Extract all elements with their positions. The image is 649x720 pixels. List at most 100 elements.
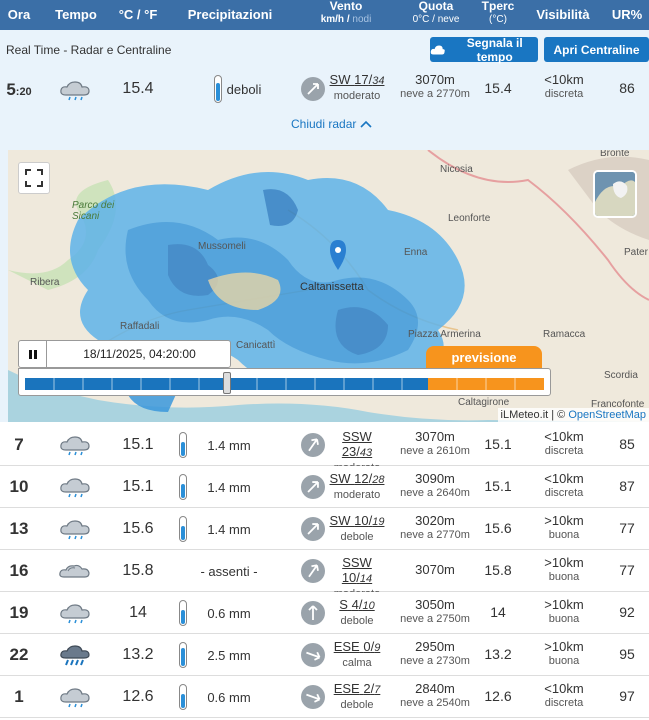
col-vento: Vento km/h / nodi: [300, 0, 392, 26]
wind-arrow-icon: [301, 559, 325, 583]
radar-playback-control: 18/11/2025, 04:20:00: [18, 340, 231, 368]
col-visibilita: Visibilità: [536, 7, 590, 22]
col-tperc: Tperc (°C): [474, 0, 522, 26]
fullscreen-button[interactable]: [18, 162, 50, 194]
row-quota-value: 2950m: [415, 639, 455, 654]
row-quota-value: 3020m: [415, 513, 455, 528]
realtime-quota: 3070m neve a 2770m: [397, 72, 473, 102]
label-canicatti: Canicattì: [236, 340, 276, 351]
realtime-neve: neve a 2770m: [400, 88, 470, 100]
table-row[interactable]: 22 13.2 2.5 mm ESE 0/9 calma 2950m neve a 2730…: [0, 634, 649, 676]
label-caltanissetta: Caltanissetta: [300, 281, 364, 293]
row-hour: 19: [9, 603, 29, 622]
row-precip: 1.4 mm: [207, 522, 251, 537]
row-wind-desc: calma: [342, 657, 372, 669]
satellite-layer-button[interactable]: [593, 170, 637, 218]
realtime-wind-speed: SW 17/34: [329, 72, 385, 87]
thermometer-icon: [179, 516, 187, 542]
thermometer-icon: [179, 684, 187, 710]
row-wind-knots: 19: [372, 516, 385, 528]
row-vis: <10km discreta: [533, 429, 595, 459]
row-wind-kmh: 10: [341, 570, 357, 585]
row-wind-speed: SW 10/19: [329, 513, 385, 528]
row-precip: 0.6 mm: [207, 606, 251, 621]
row-quota: 2840m neve a 2540m: [397, 681, 473, 711]
openstreetmap-link[interactable]: OpenStreetMap: [568, 409, 646, 421]
row-hour: 13: [9, 519, 29, 538]
row-temp: 14: [129, 604, 147, 621]
row-temp: 15.6: [122, 520, 154, 537]
row-vis-value: >10km: [544, 639, 584, 654]
row-precip: 0.6 mm: [207, 690, 251, 705]
row-wind-desc: debole: [340, 615, 374, 627]
row-wind-kmh: 2: [363, 681, 371, 696]
row-neve: neve a 2730m: [400, 655, 470, 667]
row-wind-kmh: 0: [363, 639, 371, 654]
row-wind-kmh: 23: [341, 444, 357, 459]
label-raffadali: Raffadali: [120, 321, 160, 332]
table-row[interactable]: 13 15.6 1.4 mm SW 10/19 debole 3020m neve a 27…: [0, 508, 649, 550]
wind-arrow-icon: [301, 685, 325, 709]
row-wind-speed: ESE 0/9: [333, 639, 381, 654]
row-hour: 7: [14, 435, 24, 454]
label-francofonte: Francofonte: [591, 399, 645, 410]
realtime-tperc: 15.4: [484, 80, 512, 96]
row-vis-desc: buona: [548, 571, 580, 583]
row-wind-knots: 9: [374, 642, 381, 654]
pause-button[interactable]: [19, 341, 47, 367]
chiudi-radar-link[interactable]: Chiudi radar: [291, 117, 372, 131]
thermometer-icon: [179, 432, 187, 458]
cloud-rain-icon: [60, 520, 90, 540]
row-quota: 3090m neve a 2640m: [397, 471, 473, 501]
label-mussomeli: Mussomeli: [198, 241, 246, 252]
label-leonforte: Leonforte: [448, 213, 491, 224]
wind-arrow-icon: [301, 433, 325, 457]
wind-arrow-icon: [301, 77, 325, 101]
cloud-rain-icon: [60, 688, 90, 708]
col-ora: Ora: [7, 7, 31, 22]
row-vis-desc: buona: [548, 613, 580, 625]
segnala-tempo-button[interactable]: Segnala il tempo: [430, 36, 538, 64]
row-tperc: 13.2: [484, 646, 512, 662]
radar-timeline[interactable]: [18, 368, 551, 396]
label-ramacca: Ramacca: [543, 329, 586, 340]
row-wind-kmh: 4: [351, 597, 359, 612]
realtime-title: Real Time - Radar e Centraline: [6, 43, 172, 57]
row-wind-desc: debole: [340, 531, 374, 543]
pause-icon: [29, 350, 37, 359]
realtime-hour-value: 5: [6, 80, 16, 99]
apri-centraline-button[interactable]: Apri Centraline: [544, 37, 649, 62]
row-quota-value: 3050m: [415, 597, 455, 612]
heavy-rain-icon: [60, 645, 90, 666]
radar-map[interactable]: Nicosia Bronte Parco dei Sicani Mussomel…: [8, 150, 649, 422]
row-hour: 10: [9, 477, 29, 496]
previsione-tab[interactable]: previsione: [426, 346, 542, 368]
col-quota: Quota 0°C / neve: [398, 0, 474, 26]
chevron-up-icon: [360, 120, 372, 128]
row-wind-desc: moderato: [333, 489, 381, 501]
thermometer-icon: [179, 474, 187, 500]
row-wind-dir: SW: [329, 513, 351, 528]
row-wind-dir: S: [339, 597, 348, 612]
row-wind-dir: ESE: [333, 681, 360, 696]
row-neve: neve a 2610m: [400, 445, 470, 457]
table-row[interactable]: 1 12.6 0.6 mm ESE 2/7 debole 2840m neve a 2540…: [0, 676, 649, 718]
row-wind-kmh: 10: [354, 513, 369, 528]
row-temp: 13.2: [122, 646, 154, 663]
timeline-thumb[interactable]: [223, 372, 232, 394]
wind-arrow-icon: [301, 517, 325, 541]
col-quota-label: Quota: [418, 0, 454, 13]
label-enna: Enna: [404, 247, 428, 258]
thermometer-icon: [179, 600, 187, 626]
realtime-temp: 15.4: [122, 80, 154, 97]
attribution-text: iLMeteo.it | ©: [500, 409, 569, 421]
col-temp: °C / °F: [118, 7, 158, 22]
table-row[interactable]: 10 15.1 1.4 mm SW 12/28 moderato 3090m neve a …: [0, 466, 649, 508]
realtime-minute: :20: [15, 86, 32, 98]
table-row[interactable]: 19 14 0.6 mm S 4/10 debole 3050m neve a 2750m 1…: [0, 592, 649, 634]
label-ribera: Ribera: [30, 277, 60, 288]
row-vis-desc: discreta: [544, 445, 584, 457]
col-ur: UR%: [611, 7, 643, 22]
